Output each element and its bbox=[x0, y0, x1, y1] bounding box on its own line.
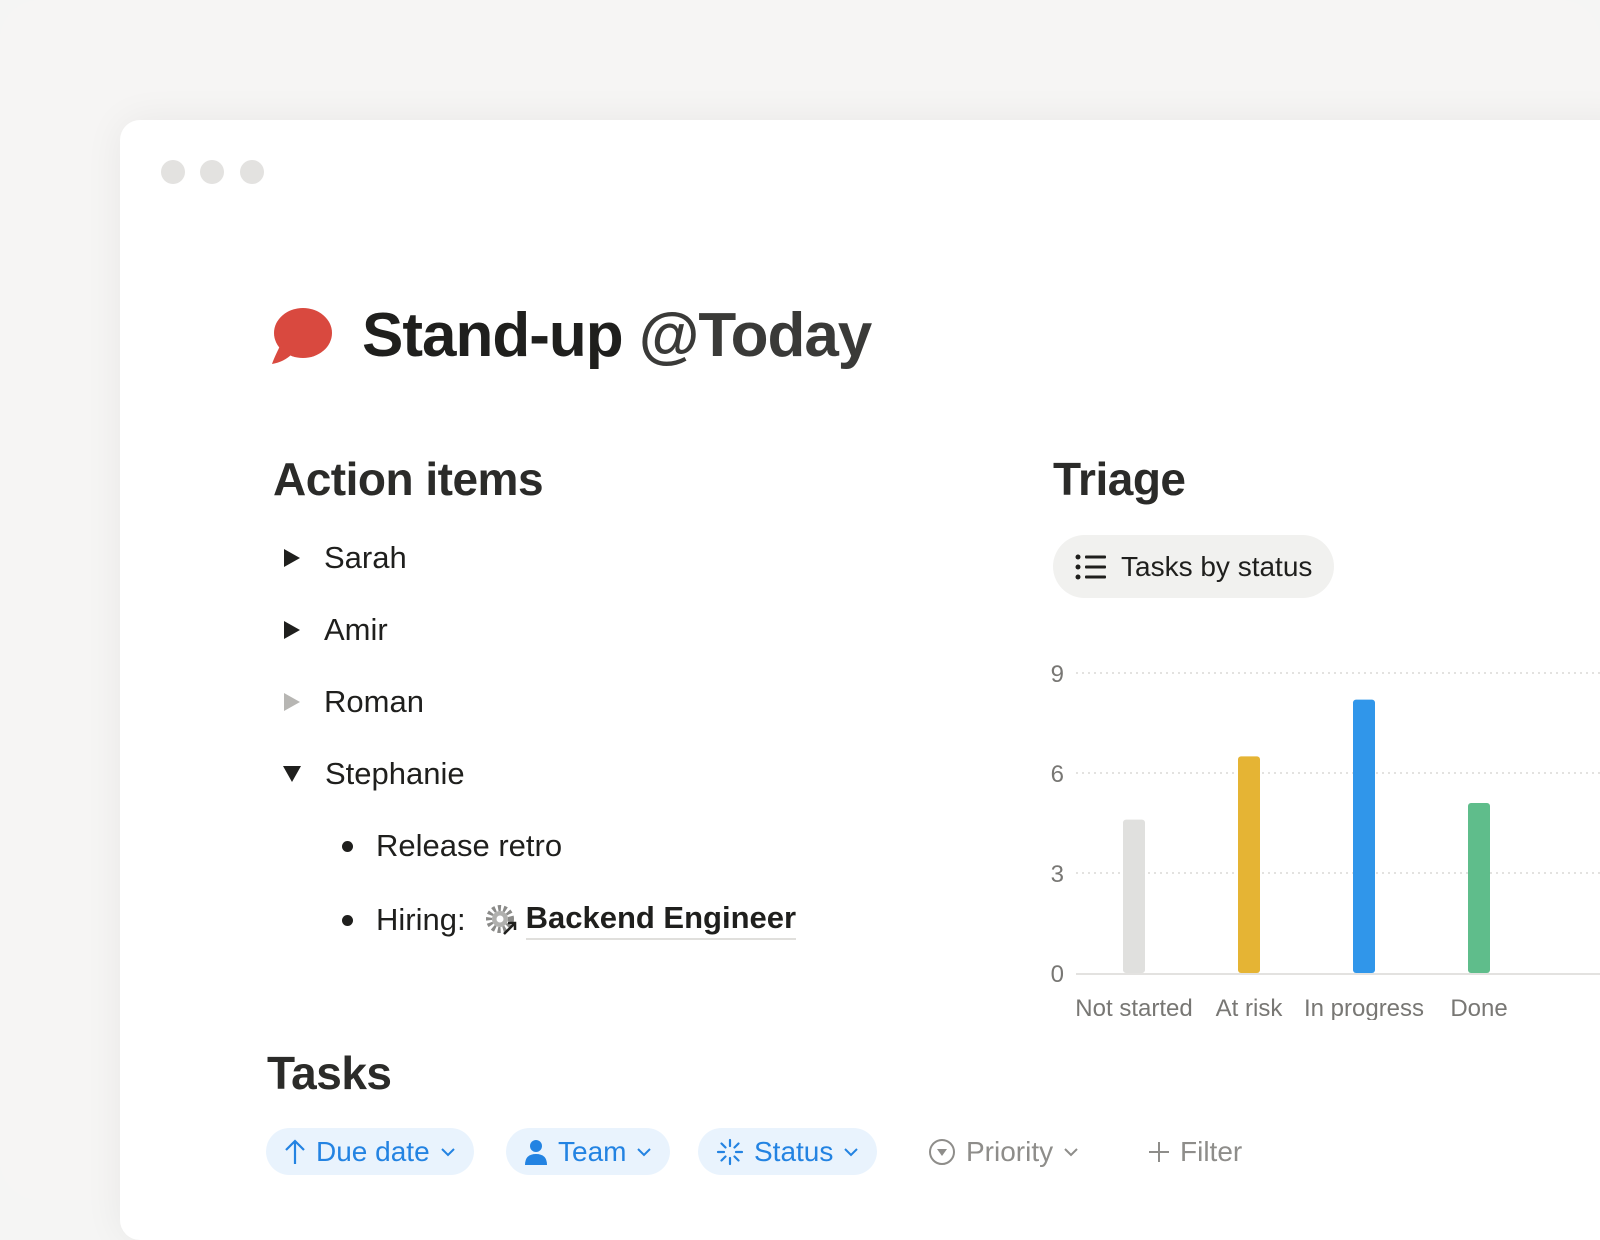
toggle-label: Stephanie bbox=[325, 756, 465, 791]
status-loader-icon bbox=[716, 1138, 744, 1165]
chevron-down-icon bbox=[637, 1147, 652, 1156]
x-tick-label: In progress bbox=[1304, 995, 1424, 1020]
tasks-heading: Tasks bbox=[267, 1047, 392, 1099]
list-icon bbox=[1075, 554, 1106, 579]
chevron-down-icon bbox=[1064, 1147, 1078, 1156]
add-filter-label: Filter bbox=[1180, 1135, 1243, 1167]
x-tick-label: At risk bbox=[1216, 995, 1284, 1020]
page-link-backend-engineer[interactable]: Backend Engineer bbox=[525, 900, 797, 940]
toggle-triangle-icon[interactable] bbox=[284, 621, 300, 639]
bar-not-started bbox=[1123, 819, 1145, 973]
window-minimize-button[interactable] bbox=[200, 160, 224, 184]
toggle-label: Roman bbox=[324, 684, 424, 719]
bar-done bbox=[1468, 803, 1490, 973]
chip-label: Priority bbox=[966, 1135, 1054, 1167]
y-tick-label: 0 bbox=[1051, 961, 1064, 988]
toggle-label: Sarah bbox=[324, 540, 407, 575]
x-tick-label: Done bbox=[1450, 995, 1507, 1020]
toggle-stephanie[interactable]: Stephanie bbox=[283, 756, 465, 792]
triage-heading: Triage bbox=[1053, 453, 1186, 505]
sort-due-date-chip[interactable]: Due date bbox=[266, 1128, 474, 1175]
toggle-label: Amir bbox=[324, 612, 388, 647]
bullet-icon bbox=[342, 840, 353, 852]
list-item-text: Release retro bbox=[376, 828, 563, 863]
chip-label: Status bbox=[754, 1135, 834, 1167]
circle-chevron-down-icon bbox=[929, 1138, 955, 1165]
window-maximize-button[interactable] bbox=[240, 160, 264, 184]
y-tick-label: 6 bbox=[1051, 761, 1064, 788]
chart-view-tab[interactable]: Tasks by status bbox=[1053, 535, 1335, 598]
window-close-button[interactable] bbox=[161, 160, 185, 184]
toggle-sarah[interactable]: Sarah bbox=[284, 540, 407, 576]
date-mention[interactable]: @Today bbox=[638, 301, 872, 370]
filter-priority-chip[interactable]: Priority bbox=[928, 1128, 1079, 1175]
x-tick-label: Not started bbox=[1075, 995, 1192, 1020]
toggle-triangle-down-icon[interactable] bbox=[283, 766, 301, 782]
toggle-triangle-icon[interactable] bbox=[284, 549, 300, 567]
add-filter-button[interactable]: Filter bbox=[1148, 1128, 1242, 1175]
page-title: Stand-up @Today bbox=[270, 300, 872, 371]
y-tick-label: 9 bbox=[1051, 661, 1064, 688]
chip-label: Due date bbox=[316, 1135, 430, 1167]
toggle-roman[interactable]: Roman bbox=[284, 684, 424, 720]
bar-in-progress bbox=[1353, 699, 1375, 973]
speech-bubble-icon bbox=[272, 307, 332, 364]
gear-link-icon bbox=[485, 905, 516, 935]
arrow-up-icon bbox=[285, 1138, 305, 1164]
chevron-down-icon bbox=[844, 1147, 859, 1156]
app-window bbox=[120, 120, 1600, 1240]
action-items-heading: Action items bbox=[273, 453, 544, 505]
toggle-triangle-icon[interactable] bbox=[284, 693, 300, 711]
plus-icon bbox=[1149, 1141, 1169, 1162]
list-item: Release retro bbox=[342, 828, 562, 864]
chip-label: Team bbox=[558, 1135, 627, 1167]
page-title-text: Stand-up bbox=[362, 301, 624, 370]
y-tick-label: 3 bbox=[1051, 861, 1064, 888]
toggle-amir[interactable]: Amir bbox=[284, 612, 388, 648]
list-item: Hiring: Backend Engineer bbox=[342, 900, 797, 940]
bar-at-risk bbox=[1238, 756, 1260, 973]
bullet-icon bbox=[342, 914, 353, 926]
filter-status-chip[interactable]: Status bbox=[698, 1128, 878, 1175]
chevron-down-icon bbox=[440, 1147, 455, 1156]
person-icon bbox=[525, 1139, 547, 1165]
chart-view-label: Tasks by status bbox=[1121, 550, 1313, 582]
tasks-by-status-chart: 0 3 6 9 Not started At risk In progress Done bbox=[1051, 661, 1600, 1020]
list-item-text: Hiring: bbox=[376, 902, 466, 937]
filter-team-chip[interactable]: Team bbox=[506, 1128, 671, 1175]
